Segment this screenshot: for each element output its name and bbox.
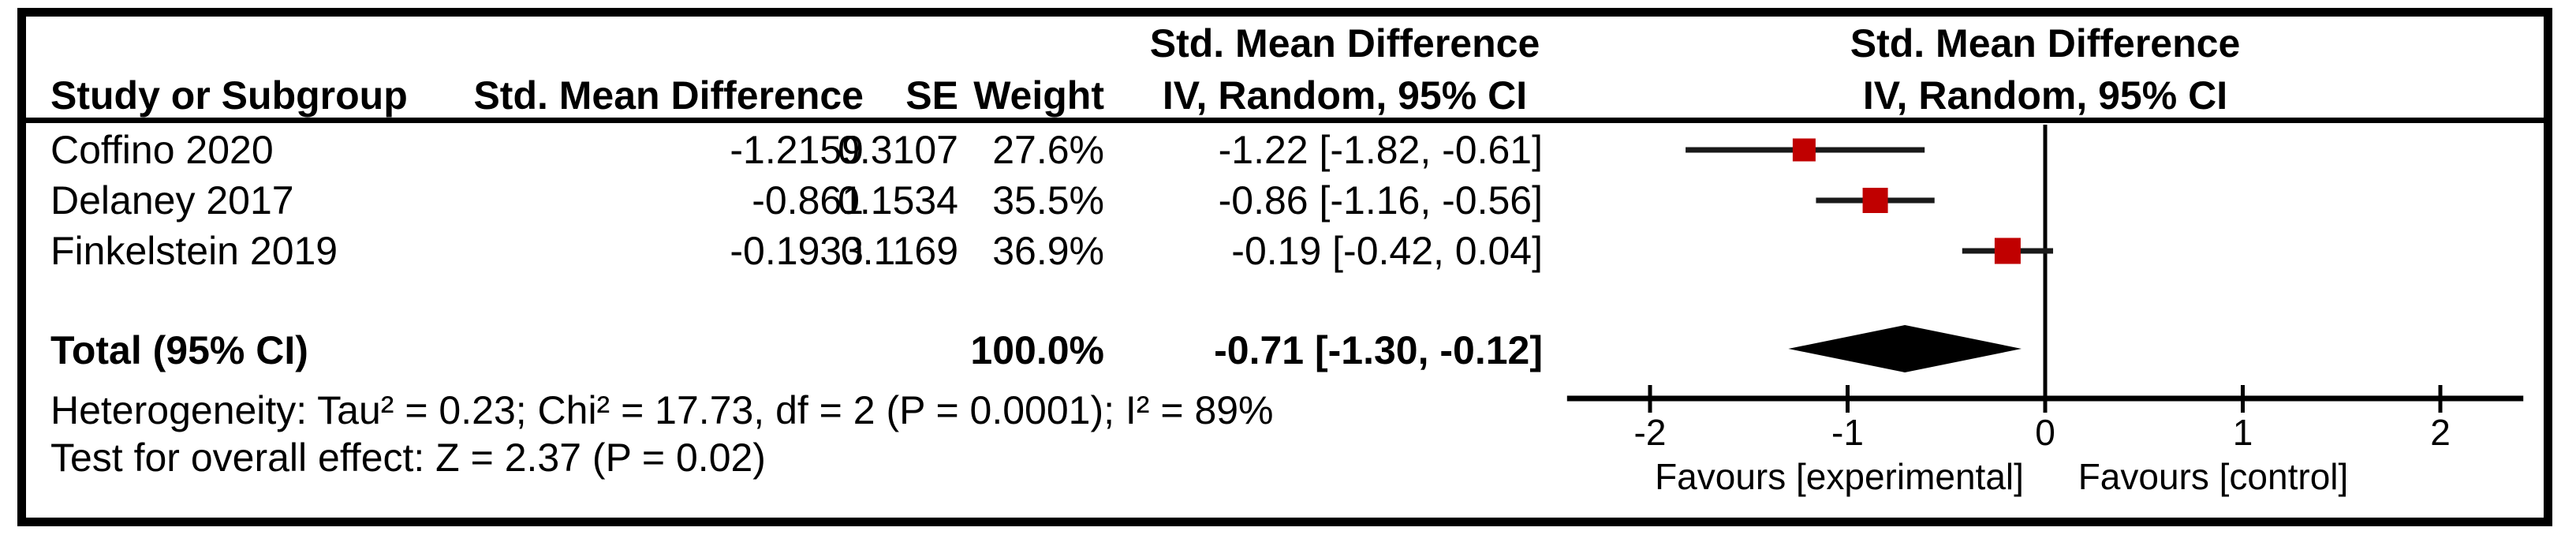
study-weight: 27.6% <box>992 128 1104 172</box>
study-smd: -0.1933 <box>730 229 864 273</box>
heterogeneity-statistics: Heterogeneity: Tau² = 0.23; Chi² = 17.73… <box>50 388 1274 432</box>
column-header-se: SE <box>905 73 958 118</box>
study-ci: -0.19 [-0.42, 0.04] <box>1231 229 1543 273</box>
study-ci: -1.22 [-1.82, -0.61] <box>1218 128 1543 172</box>
study-se: 0.1534 <box>838 178 958 223</box>
figure-border <box>17 8 2552 526</box>
study-weight: 35.5% <box>992 178 1104 223</box>
total-label: Total (95% CI) <box>50 328 308 372</box>
study-smd: -0.861 <box>752 178 864 223</box>
overall-effect-test: Test for overall effect: Z = 2.37 (P = 0… <box>50 436 766 480</box>
total-ci: -0.71 [-1.30, -0.12] <box>1214 328 1543 372</box>
study-name: Coffino 2020 <box>50 128 274 172</box>
header-separator-line <box>26 118 2552 123</box>
column-header-effect-measure: Std. Mean Difference <box>1149 21 1540 65</box>
study-se: 0.3107 <box>838 128 958 172</box>
study-name: Delaney 2017 <box>50 178 294 223</box>
study-ci: -0.86 [-1.16, -0.56] <box>1218 178 1543 223</box>
column-header-weight: Weight <box>973 73 1104 118</box>
study-se: 0.1169 <box>840 229 958 273</box>
study-weight: 36.9% <box>992 229 1104 273</box>
study-name: Finkelstein 2019 <box>50 229 338 273</box>
column-header-method: IV, Random, 95% CI <box>1162 73 1528 118</box>
column-header-smd: Std. Mean Difference <box>473 73 864 118</box>
study-smd: -1.2159 <box>730 128 864 172</box>
plot-header-method: IV, Random, 95% CI <box>1862 73 2228 118</box>
column-header-study: Study or Subgroup <box>50 73 408 118</box>
plot-header-effect-measure: Std. Mean Difference <box>1850 21 2241 65</box>
total-weight: 100.0% <box>970 328 1104 372</box>
